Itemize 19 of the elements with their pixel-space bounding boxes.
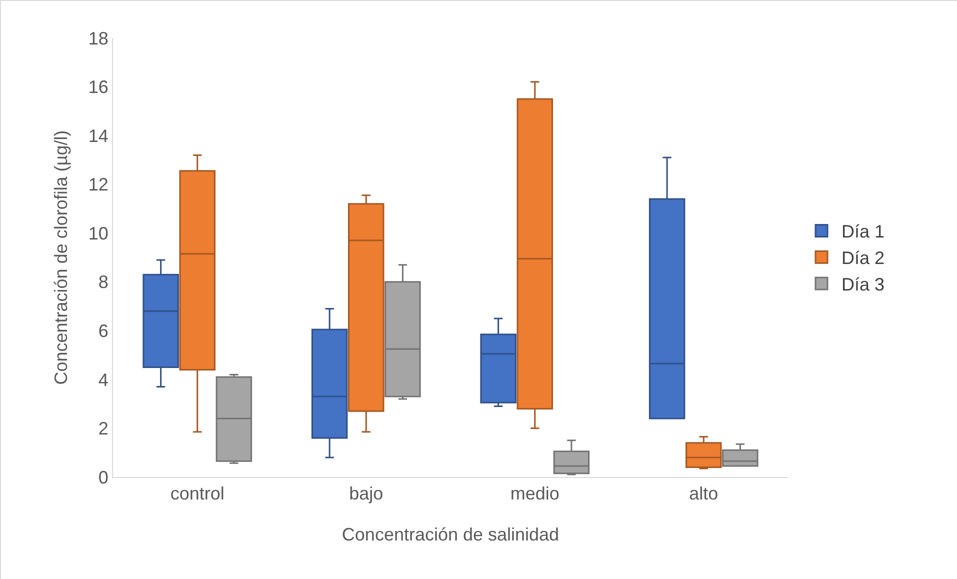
- y-tick-label: 0: [98, 467, 108, 488]
- legend-label: Día 1: [842, 222, 885, 242]
- y-tick-label: 8: [98, 272, 108, 292]
- y-tick-label: 18: [88, 28, 108, 48]
- x-axis-title: Concentración de salinidad: [342, 524, 560, 545]
- y-tick-label: 12: [88, 174, 108, 195]
- y-tick-label: 2: [98, 418, 108, 439]
- y-axis-title: Concentración de clorofila (µg/l): [51, 130, 71, 385]
- x-tick-label: alto: [689, 484, 718, 504]
- y-tick-label: 10: [88, 223, 108, 244]
- x-tick-label: medio: [510, 484, 560, 504]
- legend-label: Día 3: [842, 274, 885, 295]
- y-tick-label: 16: [88, 77, 108, 98]
- y-tick-label: 14: [88, 126, 108, 146]
- y-tick-label: 4: [98, 370, 108, 390]
- x-tick-label: bajo: [349, 484, 384, 504]
- y-tick-label: 6: [98, 320, 108, 341]
- legend-label: Día 2: [842, 248, 885, 268]
- x-tick-label: control: [170, 484, 224, 504]
